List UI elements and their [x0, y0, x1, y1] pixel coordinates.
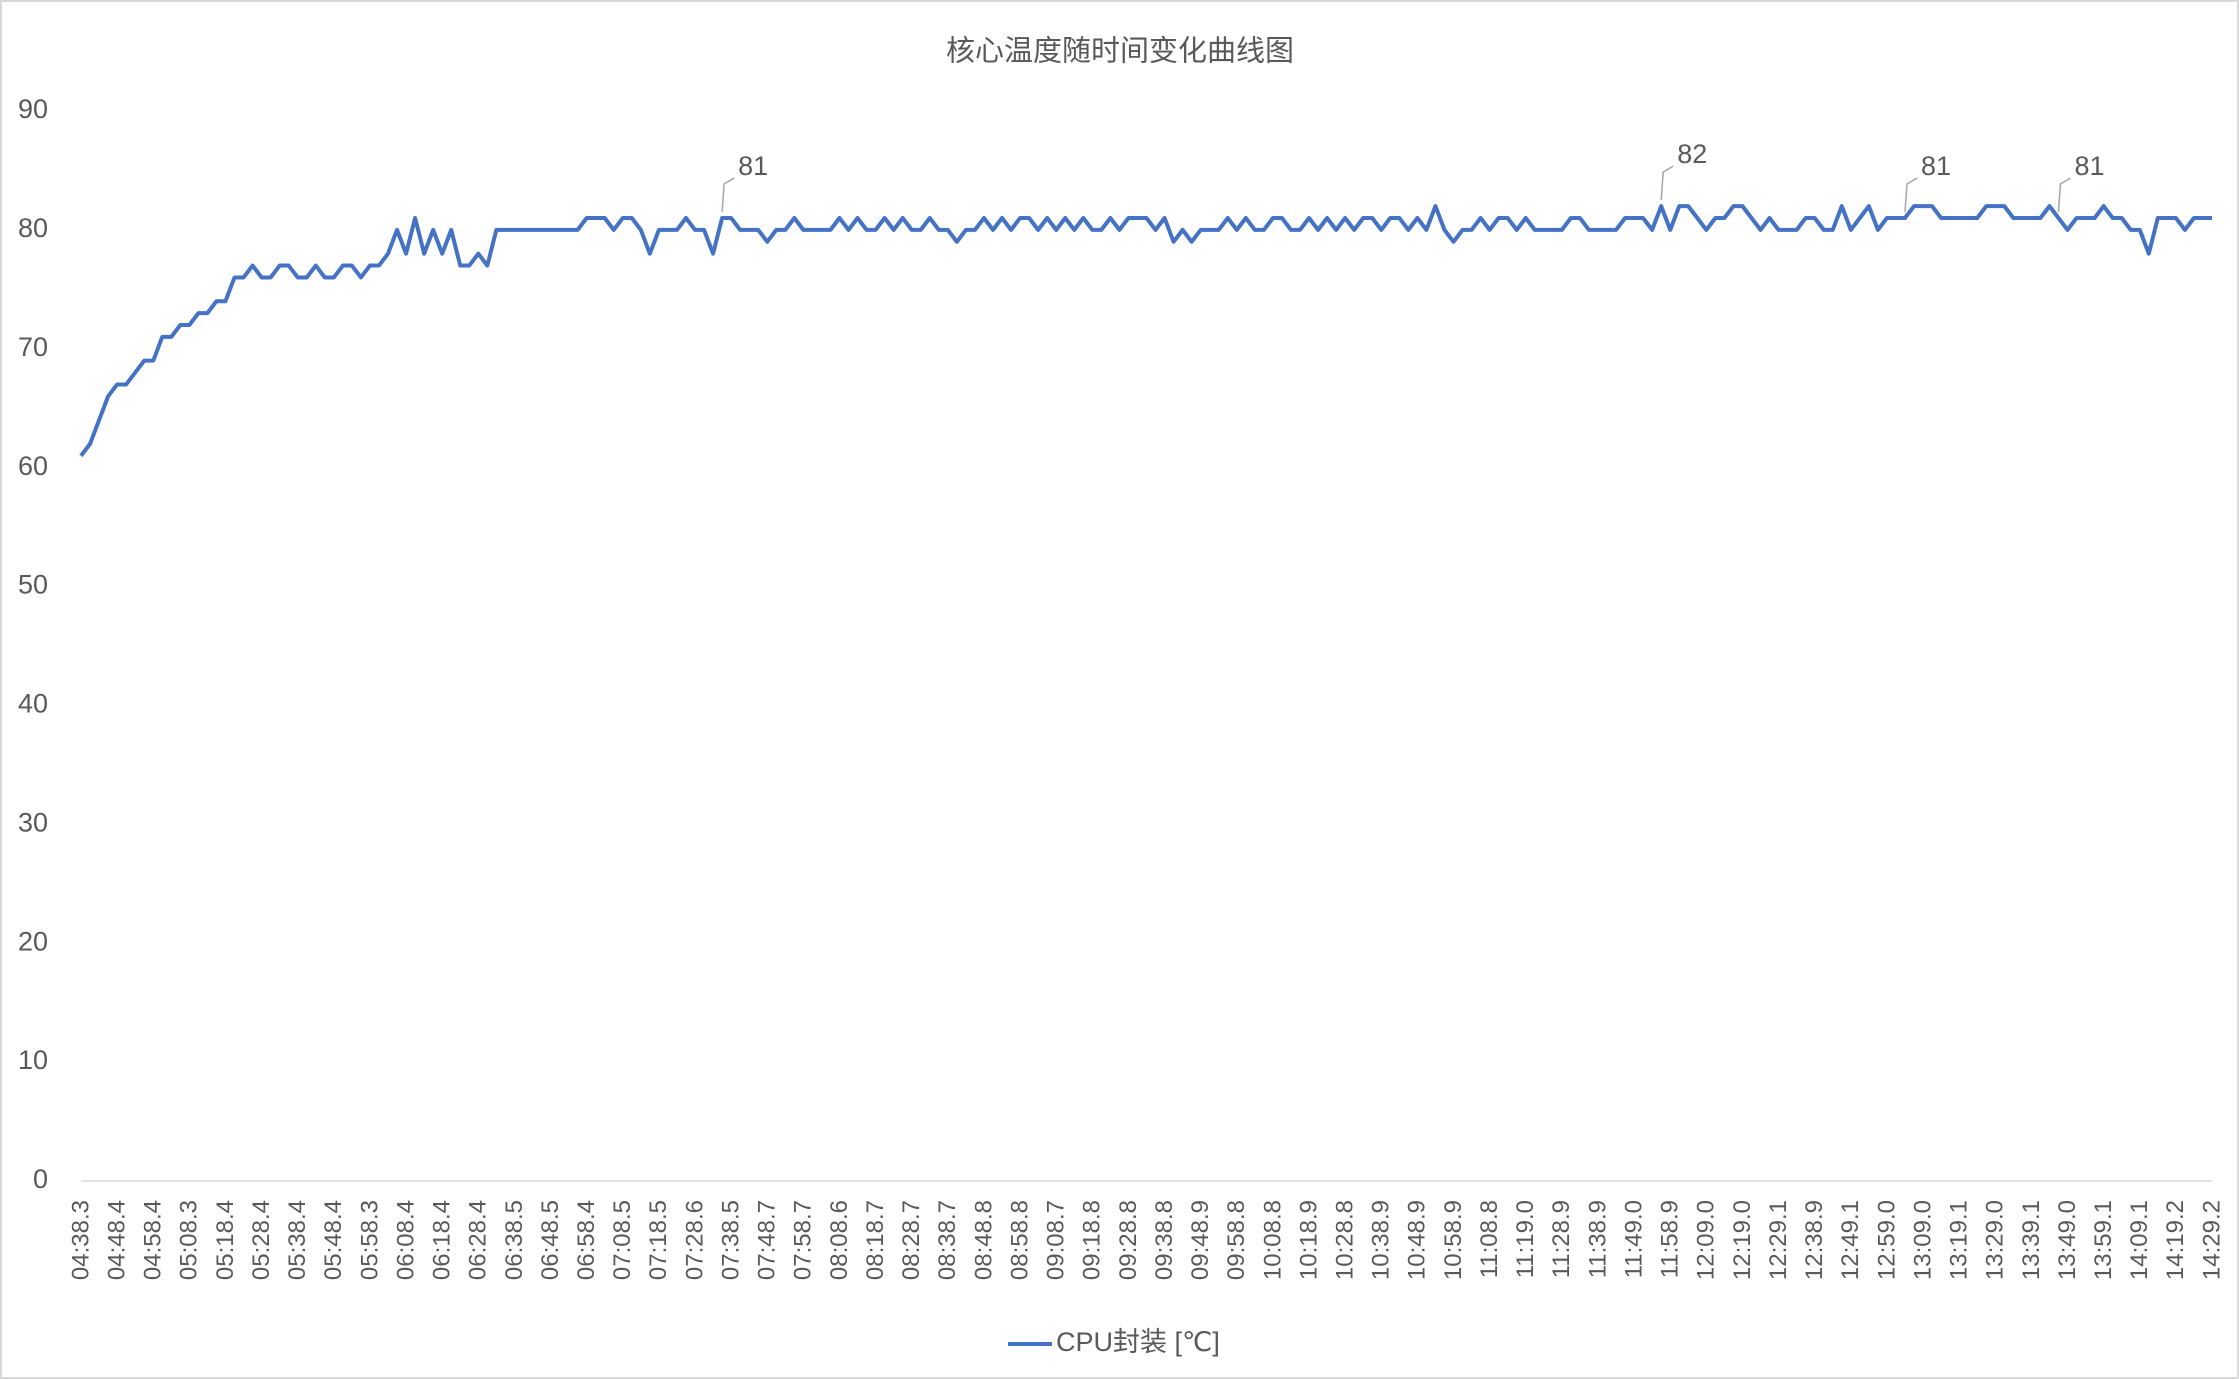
x-tick-label: 08:38.7 [934, 1200, 961, 1280]
y-tick-label: 60 [18, 451, 48, 481]
x-tick-label: 12:49.1 [1837, 1200, 1864, 1280]
data-label: 82 [1677, 139, 1707, 169]
x-tick-label: 08:08.6 [826, 1200, 853, 1280]
x-tick-label: 13:29.0 [1982, 1200, 2009, 1280]
y-tick-label: 0 [33, 1164, 48, 1194]
x-tick-label: 13:09.0 [1909, 1200, 1936, 1280]
x-tick-label: 11:58.9 [1657, 1200, 1684, 1278]
x-tick-label: 04:58.4 [140, 1200, 167, 1280]
x-tick-label: 13:19.1 [1946, 1200, 1973, 1280]
y-tick-label: 40 [18, 689, 48, 719]
x-tick-label: 09:08.7 [1043, 1200, 1070, 1280]
x-tick-label: 09:58.8 [1223, 1200, 1250, 1280]
x-tick-label: 04:38.3 [67, 1200, 94, 1280]
data-line [79, 204, 2212, 457]
x-tick-label: 07:38.5 [717, 1200, 744, 1280]
x-tick-label: 05:28.4 [248, 1200, 275, 1280]
x-tick-label: 14:19.2 [2162, 1200, 2189, 1280]
x-tick-label: 11:19.0 [1512, 1200, 1539, 1278]
x-tick-label: 11:49.0 [1620, 1200, 1647, 1278]
x-tick-label: 09:38.8 [1151, 1200, 1178, 1280]
x-tick-label: 11:08.8 [1476, 1200, 1503, 1278]
x-tick-label: 10:08.8 [1259, 1200, 1286, 1280]
x-tick-label: 08:18.7 [862, 1200, 889, 1280]
x-tick-label: 09:48.9 [1187, 1200, 1214, 1280]
x-tick-label: 05:48.4 [320, 1200, 347, 1280]
y-tick-label: 80 [18, 213, 48, 243]
x-tick-label: 07:48.7 [754, 1200, 781, 1280]
x-tick-label: 12:38.9 [1801, 1200, 1828, 1280]
label-leader [721, 177, 735, 213]
x-tick-label: 06:58.4 [573, 1200, 600, 1280]
x-tick-label: 10:28.8 [1331, 1200, 1358, 1280]
data-label: 81 [738, 151, 768, 181]
y-tick-label: 30 [18, 807, 48, 837]
x-tick-label: 05:58.3 [356, 1200, 383, 1280]
x-tick-label: 10:38.9 [1368, 1200, 1395, 1280]
x-tick-label: 12:29.1 [1765, 1200, 1792, 1280]
label-leader [2057, 177, 2071, 213]
label-leader [1660, 165, 1674, 201]
x-tick-label: 06:08.4 [392, 1200, 419, 1280]
y-tick-label: 50 [18, 570, 48, 600]
y-tick-label: 20 [18, 926, 48, 956]
x-tick-label: 07:08.5 [609, 1200, 636, 1280]
x-tick-label: 08:58.8 [1006, 1200, 1033, 1280]
x-tick-label: 10:58.9 [1440, 1200, 1467, 1280]
x-tick-label: 12:19.0 [1729, 1200, 1756, 1280]
x-tick-label: 13:49.0 [2054, 1200, 2081, 1280]
x-tick-label: 05:08.3 [176, 1200, 203, 1280]
x-tick-label: 13:39.1 [2018, 1200, 2045, 1280]
x-tick-label: 09:28.8 [1115, 1200, 1142, 1280]
y-tick-label: 10 [18, 1045, 48, 1075]
x-tick-label: 06:38.5 [501, 1200, 528, 1280]
x-tick-label: 12:59.0 [1873, 1200, 1900, 1280]
x-tick-label: 07:18.5 [645, 1200, 672, 1280]
x-tick-label: 11:28.9 [1548, 1200, 1575, 1278]
x-tick-label: 06:28.4 [465, 1200, 492, 1280]
x-tick-label: 04:48.4 [103, 1200, 130, 1280]
data-label: 81 [2074, 151, 2104, 181]
y-tick-label: 90 [18, 94, 48, 124]
x-tick-label: 14:29.2 [2198, 1200, 2225, 1280]
label-leader [1904, 177, 1918, 213]
chart-title: 核心温度随时间变化曲线图 [946, 35, 1294, 68]
data-label: 81 [1921, 151, 1951, 181]
x-tick-label: 07:58.7 [790, 1200, 817, 1280]
x-tick-label: 10:48.9 [1404, 1200, 1431, 1280]
x-tick-label: 12:09.0 [1693, 1200, 1720, 1280]
x-tick-label: 09:18.8 [1079, 1200, 1106, 1280]
x-tick-label: 06:18.4 [429, 1200, 456, 1280]
x-tick-label: 06:48.5 [537, 1200, 564, 1280]
x-tick-label: 07:28.6 [681, 1200, 708, 1280]
legend-label: CPU封装 [℃] [1056, 1327, 1220, 1357]
y-tick-label: 70 [18, 332, 48, 362]
x-tick-label: 14:09.1 [2126, 1200, 2153, 1280]
x-tick-label: 05:38.4 [284, 1200, 311, 1280]
x-tick-label: 08:48.8 [970, 1200, 997, 1280]
x-tick-label: 08:28.7 [898, 1200, 925, 1280]
x-tick-label: 05:18.4 [212, 1200, 239, 1280]
x-tick-label: 13:59.1 [2090, 1200, 2117, 1280]
x-tick-label: 10:18.9 [1295, 1200, 1322, 1280]
x-tick-label: 11:38.9 [1584, 1200, 1611, 1278]
